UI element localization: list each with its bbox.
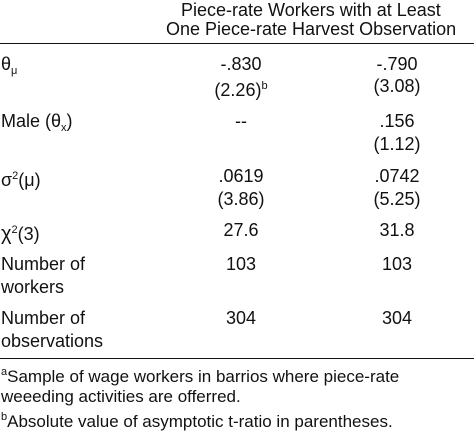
cell-col1-value: 103 xyxy=(225,254,257,274)
label-tail: (3) xyxy=(17,224,40,244)
cell-col1-estimate: -.830 xyxy=(220,54,262,74)
label-symbol: θ xyxy=(1,54,12,74)
footnote-text: Absolute value of asymptotic t-ratio in … xyxy=(7,412,393,431)
tratio-value: (2.26) xyxy=(214,80,262,100)
top-rule xyxy=(0,43,474,44)
column-header-line-2: One Piece-rate Harvest Observation xyxy=(166,19,457,39)
label-subscript: μ xyxy=(11,65,18,77)
label-superscript: 2 xyxy=(11,224,18,236)
column-header-line-1: Piece-rate Workers with at Least xyxy=(181,0,441,20)
label-subscript: x xyxy=(61,122,67,134)
row-label-male: Male (θx) xyxy=(1,110,73,140)
footnote-a-cont: weeeding activities are offerred. xyxy=(1,387,241,406)
footnote-mark: b xyxy=(1,411,8,423)
footnote-a: aSample of wage workers in barrios where… xyxy=(1,362,473,387)
row-label-sigma-squared: σ2(μ) xyxy=(1,165,41,192)
cell-col1-tratio: (2.26)b xyxy=(196,75,286,102)
bottom-rule xyxy=(0,358,474,359)
row-label-observations: Number of xyxy=(1,308,86,328)
cell-col2-estimate: .156 xyxy=(379,111,415,131)
row-label-chi-squared: χ2(3) xyxy=(1,219,40,246)
cell-col2-tratio: (1.12) xyxy=(373,134,421,154)
cell-col2-value: 103 xyxy=(381,254,413,274)
row-label-theta-mu: θμ xyxy=(1,53,17,83)
label-tail: ) xyxy=(66,111,73,131)
label-symbol: σ xyxy=(1,170,13,190)
cell-col1-estimate: .0619 xyxy=(218,166,264,186)
cell-col2-value: 31.8 xyxy=(379,220,415,240)
cell-col1-value: 304 xyxy=(225,308,257,328)
cell-col2-estimate: -.790 xyxy=(376,54,418,74)
cell-col1-tratio: (3.86) xyxy=(217,189,265,209)
label-symbol: χ xyxy=(1,223,12,245)
row-label-observations-line2: observations xyxy=(1,331,104,351)
cell-col1-estimate: -- xyxy=(235,111,247,131)
cell-col2-tratio: (3.08) xyxy=(373,76,421,96)
label-superscript: 2 xyxy=(12,170,19,182)
cell-col1-value: 27.6 xyxy=(223,220,259,240)
footnote-text: Sample of wage workers in barrios where … xyxy=(7,367,400,386)
cell-col2-estimate: .0742 xyxy=(374,166,420,186)
label-tail: (μ) xyxy=(18,170,41,190)
row-label-workers: Number of xyxy=(1,254,86,274)
cell-col2-tratio: (5.25) xyxy=(373,189,421,209)
footnote-b: bAbsolute value of asymptotic t-ratio in… xyxy=(1,407,473,432)
footnotes: aSample of wage workers in barrios where… xyxy=(1,362,473,432)
cell-col2-value: 304 xyxy=(381,308,413,328)
label-text: Male (θ xyxy=(1,111,62,131)
footnote-mark: b xyxy=(261,80,268,92)
footnote-mark: a xyxy=(1,366,8,378)
row-label-workers-line2: workers xyxy=(1,277,65,297)
